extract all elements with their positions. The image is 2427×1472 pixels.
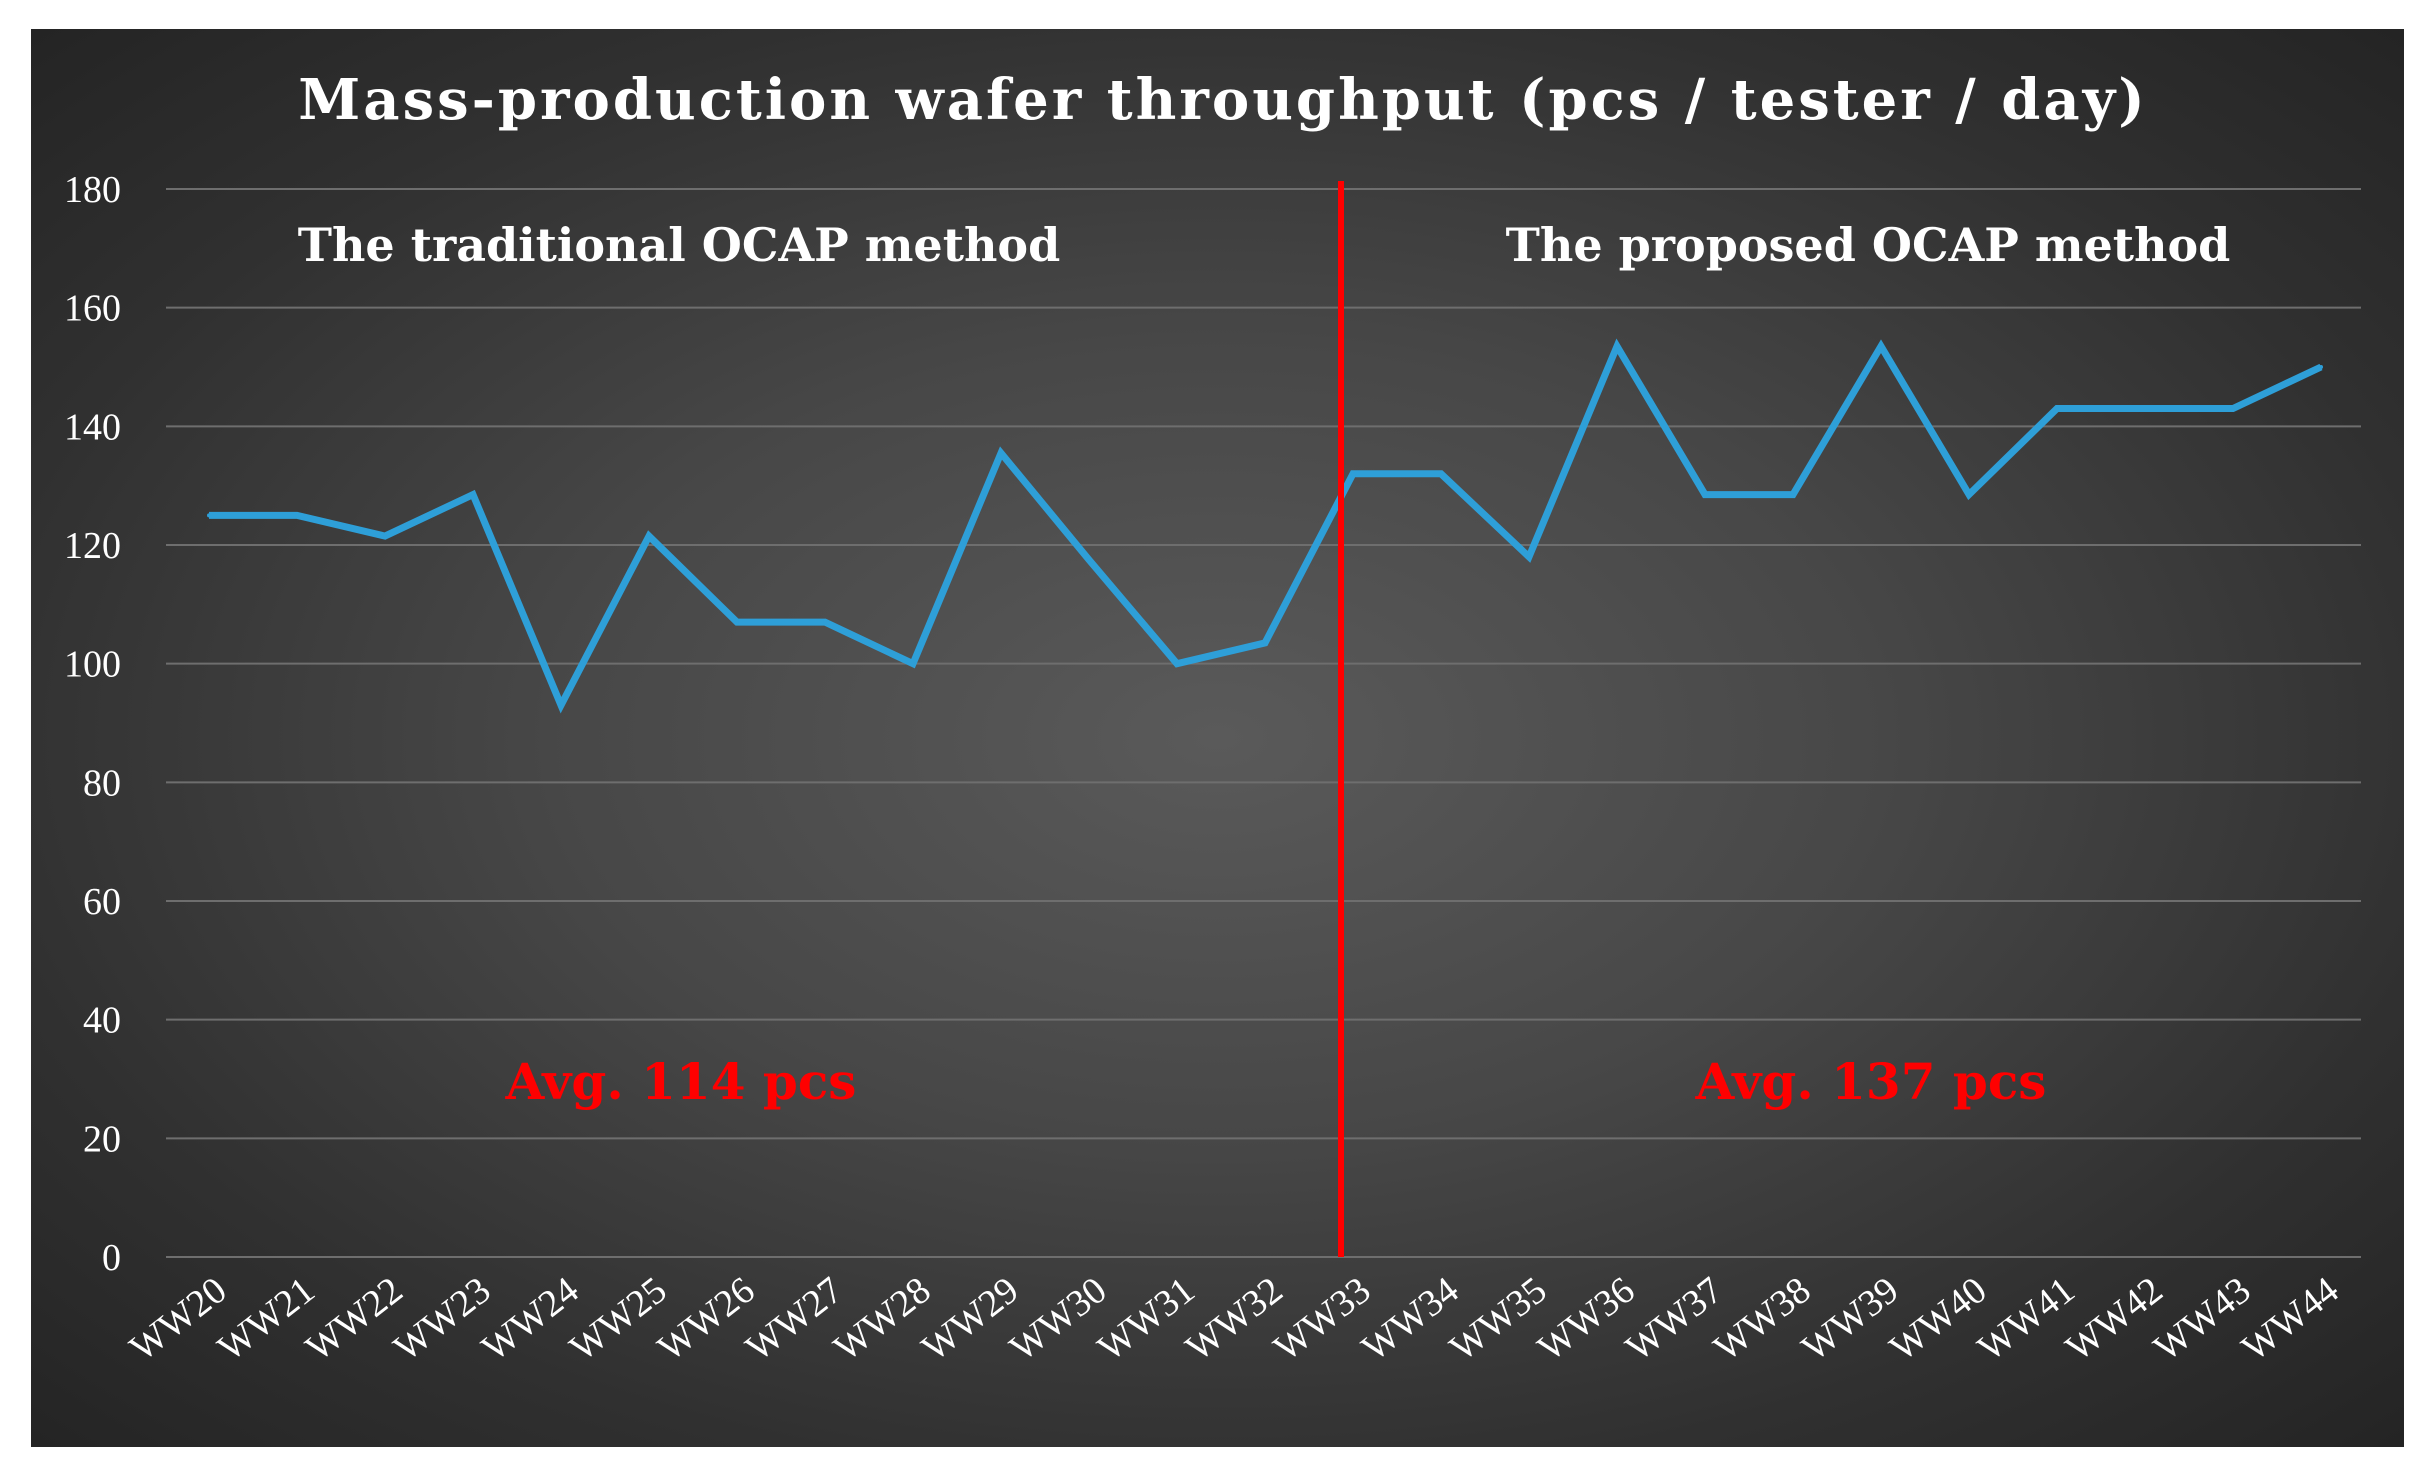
y-tick-label: 60 [83,881,121,923]
data-point [207,513,211,518]
y-tick-label: 160 [64,288,121,330]
x-tick-label: WW41 [1970,1269,2082,1370]
data-point [999,451,1003,456]
y-tick-label: 40 [83,1000,121,1042]
chart-panel: Mass-production wafer throughput (pcs / … [31,29,2404,1447]
x-tick-label: WW38 [1706,1269,1818,1370]
traditional-average-label: Avg. 114 pcs [505,1052,857,1111]
data-point [823,620,827,625]
x-tick-label: WW36 [1530,1269,1642,1370]
traditional-method-label: The traditional OCAP method [298,218,1060,272]
data-point [471,492,475,497]
data-point [1879,344,1883,349]
data-point [1967,492,1971,497]
x-tick-label: WW23 [386,1269,498,1370]
x-tick-label: WW39 [1794,1269,1906,1370]
line-chart: Mass-production wafer throughput (pcs / … [64,67,2361,1370]
x-tick-label: WW27 [738,1269,850,1370]
x-tick-label: WW44 [2234,1269,2346,1370]
data-point [1615,344,1619,349]
y-tick-label: 140 [64,406,121,448]
x-tick-label: WW29 [914,1269,1026,1370]
data-point [2143,406,2147,411]
data-point [735,620,739,625]
x-axis-ticks: WW20WW21WW22WW23WW24WW25WW26WW27WW28WW29… [122,1269,2346,1370]
y-axis-ticks: 0 20 40 60 80 100 120 140 160 180 [64,169,121,1279]
data-point [1087,557,1091,562]
proposed-method-label: The proposed OCAP method [1506,218,2231,272]
x-tick-label: WW32 [1178,1269,1290,1370]
y-tick-label: 0 [102,1237,121,1279]
x-tick-label: WW35 [1442,1269,1554,1370]
proposed-average-label: Avg. 137 pcs [1695,1052,2047,1111]
x-tick-label: WW42 [2058,1269,2170,1370]
chart-title: Mass-production wafer throughput (pcs / … [298,67,2147,133]
data-point [2319,365,2323,369]
data-point [1263,640,1267,645]
x-tick-label: WW20 [122,1269,234,1370]
x-tick-label: WW24 [474,1269,586,1370]
data-point [1703,492,1707,497]
data-point [1351,471,1355,476]
y-tick-label: 20 [83,1118,121,1160]
y-tick-label: 100 [64,644,121,686]
data-point [2231,406,2235,411]
gridlines [166,188,2361,1258]
x-tick-label: WW33 [1266,1269,1378,1370]
x-tick-label: WW26 [650,1269,762,1370]
data-point [1439,471,1443,476]
data-point [1791,492,1795,497]
x-tick-label: WW34 [1354,1269,1466,1370]
data-point [2055,406,2059,411]
x-tick-label: WW31 [1090,1269,1202,1370]
y-tick-label: 180 [64,169,121,211]
data-point [383,534,387,539]
y-tick-label: 120 [64,525,121,567]
series-line [209,338,2323,714]
x-tick-label: WW43 [2146,1269,2258,1370]
data-point [647,534,651,539]
data-point [1527,554,1531,559]
x-tick-label: WW22 [298,1269,410,1370]
x-tick-label: WW28 [826,1269,938,1370]
x-tick-label: WW30 [1002,1269,1114,1370]
data-point [295,513,299,518]
x-tick-label: WW25 [562,1269,674,1370]
data-point [911,661,915,666]
x-tick-label: WW37 [1618,1269,1730,1370]
x-tick-label: WW40 [1882,1269,1994,1370]
data-point [1175,661,1179,666]
series-layer [207,338,2323,714]
x-tick-label: WW21 [210,1269,322,1370]
data-point [559,703,563,708]
y-tick-label: 80 [83,762,121,804]
